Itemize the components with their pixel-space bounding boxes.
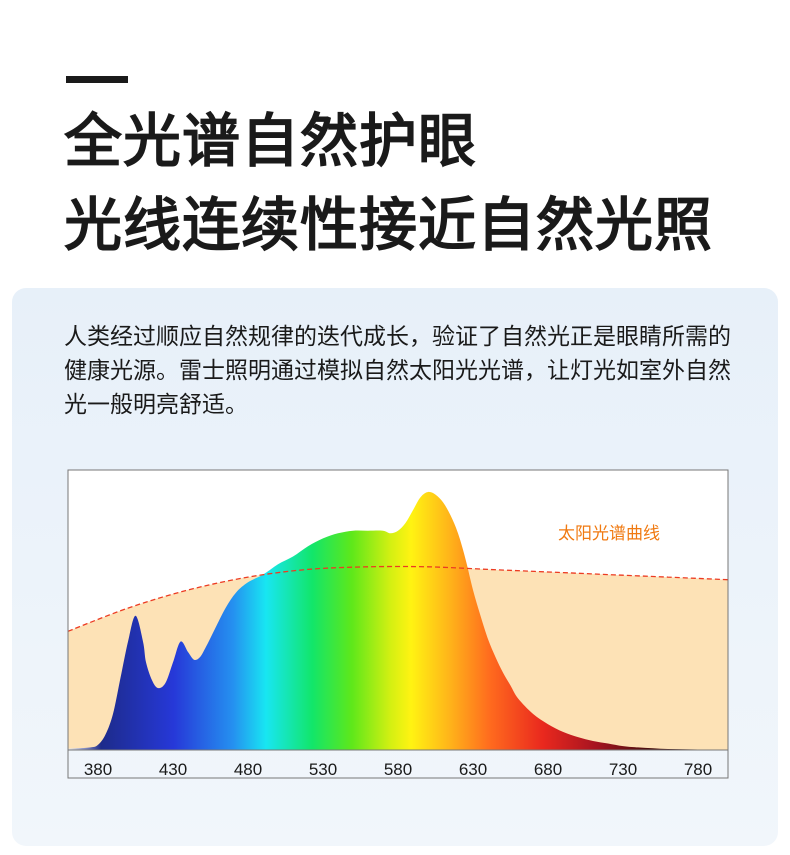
sun-spectrum-curve	[67, 565, 729, 632]
x-tick-label: 380	[84, 760, 112, 779]
x-tick-label: 630	[459, 760, 487, 779]
x-tick-label: 480	[234, 760, 262, 779]
sun-curve-annotation: 太阳光谱曲线	[558, 524, 660, 544]
page-subtitle: 光线连续性接近自然光照	[64, 191, 714, 259]
x-tick-label: 730	[609, 760, 637, 779]
x-axis-ticks: 380 430 480 530 580 630 680 730 780	[84, 760, 712, 779]
page-title: 全光谱自然护眼	[64, 107, 478, 175]
x-tick-label: 530	[309, 760, 337, 779]
description-text: 人类经过顺应自然规律的迭代成长，验证了自然光正是眼睛所需的健康光源。雷士照明通过…	[64, 324, 731, 418]
title-accent-bar	[66, 76, 128, 83]
light-spectrum-area	[68, 491, 728, 750]
x-tick-label: 780	[684, 760, 712, 779]
chart-frame	[67, 469, 729, 779]
x-tick-label: 580	[384, 760, 412, 779]
x-tick-label: 680	[534, 760, 562, 779]
x-tick-label: 430	[159, 760, 187, 779]
